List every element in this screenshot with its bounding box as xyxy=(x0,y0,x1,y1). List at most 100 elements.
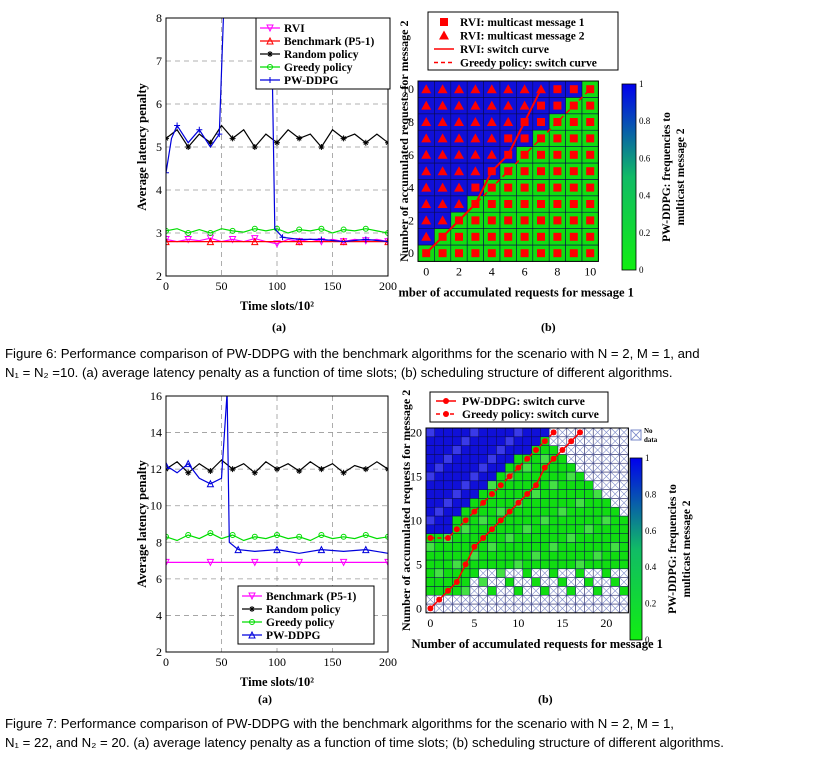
heatmap-cell xyxy=(452,559,462,570)
heatmap-cell xyxy=(487,427,497,438)
heatmap-cell xyxy=(557,462,568,473)
no-data-cross xyxy=(601,480,612,490)
heatmap-cell xyxy=(443,577,453,587)
series-point xyxy=(274,531,280,538)
ddpg-switch-curve-point xyxy=(462,561,469,568)
heatmap-cell xyxy=(531,454,541,464)
greedy-switch-curve-point xyxy=(489,491,495,497)
rvi-triangle xyxy=(519,100,530,110)
no-data-cross xyxy=(557,568,568,578)
greedy-switch-curve-point xyxy=(445,535,451,541)
series-point xyxy=(273,545,281,554)
series-group xyxy=(166,18,388,248)
rvi-square xyxy=(520,134,529,143)
heatmap-cell xyxy=(443,462,453,473)
rvi-square xyxy=(569,216,578,225)
heatmap-cell xyxy=(619,533,629,543)
heatmap-cell xyxy=(592,542,603,552)
rvi-square xyxy=(553,216,562,225)
heatmap-cell xyxy=(469,427,480,438)
series-point xyxy=(185,531,192,538)
rvi-square xyxy=(487,200,496,208)
heatmap-cell xyxy=(513,515,524,526)
no-data-cross xyxy=(584,586,594,596)
heatmap-cell xyxy=(557,515,568,526)
heatmap-cell xyxy=(601,542,612,552)
series-point xyxy=(318,531,325,538)
fig7-label-b: (b) xyxy=(538,692,553,706)
heatmap-cell xyxy=(469,498,480,508)
rvi-square xyxy=(569,85,578,94)
heatmap-cell xyxy=(425,454,436,464)
no-data-cross xyxy=(601,586,612,596)
no-data-cross xyxy=(584,568,594,578)
series-point xyxy=(362,225,369,232)
heatmap-cell xyxy=(469,471,480,482)
heatmap-cell xyxy=(592,515,603,526)
rvi-triangle xyxy=(437,166,448,176)
no-data-cross xyxy=(610,603,620,614)
rvi-square xyxy=(537,183,545,192)
heatmap-cell xyxy=(504,427,515,438)
x-tick-label: 10 xyxy=(512,616,524,630)
heatmap-cell xyxy=(434,542,444,552)
series-point xyxy=(318,236,325,243)
rvi-triangle xyxy=(421,117,432,126)
heatmap-cell xyxy=(496,462,506,473)
heatmap-cell xyxy=(522,533,532,543)
x-tick-label: 10 xyxy=(584,264,596,278)
rvi-square xyxy=(553,118,562,126)
no-data-cross xyxy=(610,498,620,508)
heatmap-cell xyxy=(557,489,568,499)
y-tick-label: 10 xyxy=(150,499,162,513)
heatmap-cell xyxy=(443,550,453,561)
heatmap-cell xyxy=(566,462,576,473)
no-data-cross xyxy=(584,454,594,464)
rvi-triangle xyxy=(470,100,481,110)
heatmap-cell xyxy=(584,515,594,526)
heatmap-cell xyxy=(540,498,550,508)
heatmap-cell xyxy=(425,506,436,517)
colorbar-label-part: PW-DDPG: frequencies to xyxy=(667,484,679,614)
heatmap-cell xyxy=(601,498,612,508)
plot-frame xyxy=(425,427,629,614)
legend-label: Random policy xyxy=(266,604,341,616)
heatmap-cell xyxy=(575,568,585,578)
no-data-cross xyxy=(460,594,471,605)
rvi-square xyxy=(537,200,545,208)
heatmap-cell xyxy=(575,542,585,552)
rvi-square xyxy=(586,183,595,192)
heatmap-cell xyxy=(434,436,444,446)
heatmap-cell xyxy=(584,524,594,534)
no-data-cross xyxy=(496,577,506,587)
no-data-cross xyxy=(601,445,612,455)
heatmap-cell xyxy=(513,524,524,534)
x-tick-label: 200 xyxy=(379,655,397,669)
greedy-switch-curve-point xyxy=(550,429,557,436)
no-data-cross xyxy=(575,436,585,446)
no-data-cross xyxy=(496,594,506,605)
heatmap-cell xyxy=(513,506,524,517)
heatmap-cell xyxy=(434,462,444,473)
rvi-square xyxy=(504,167,513,176)
rvi-triangle xyxy=(421,182,432,192)
no-data-cross xyxy=(548,603,559,614)
series-point xyxy=(362,531,369,538)
rvi-square xyxy=(504,249,513,258)
no-data-cross xyxy=(469,603,480,614)
y-tick-label: 4 xyxy=(408,181,414,195)
heatmap-cell xyxy=(478,489,488,499)
no-data-cross xyxy=(592,445,603,455)
no-data-cross xyxy=(513,603,524,614)
no-data-cross xyxy=(434,603,444,614)
series-line-0 xyxy=(166,237,388,245)
heatmap-cell xyxy=(575,533,585,543)
rvi-triangle xyxy=(519,84,530,94)
series-point xyxy=(251,144,258,150)
rvi-square xyxy=(504,134,513,143)
legend-label: RVI: multicast message 1 xyxy=(460,17,585,29)
heatmap-cell xyxy=(452,462,462,473)
legend-marker xyxy=(249,606,255,612)
series-line-2 xyxy=(166,532,388,542)
series-point xyxy=(185,469,192,476)
